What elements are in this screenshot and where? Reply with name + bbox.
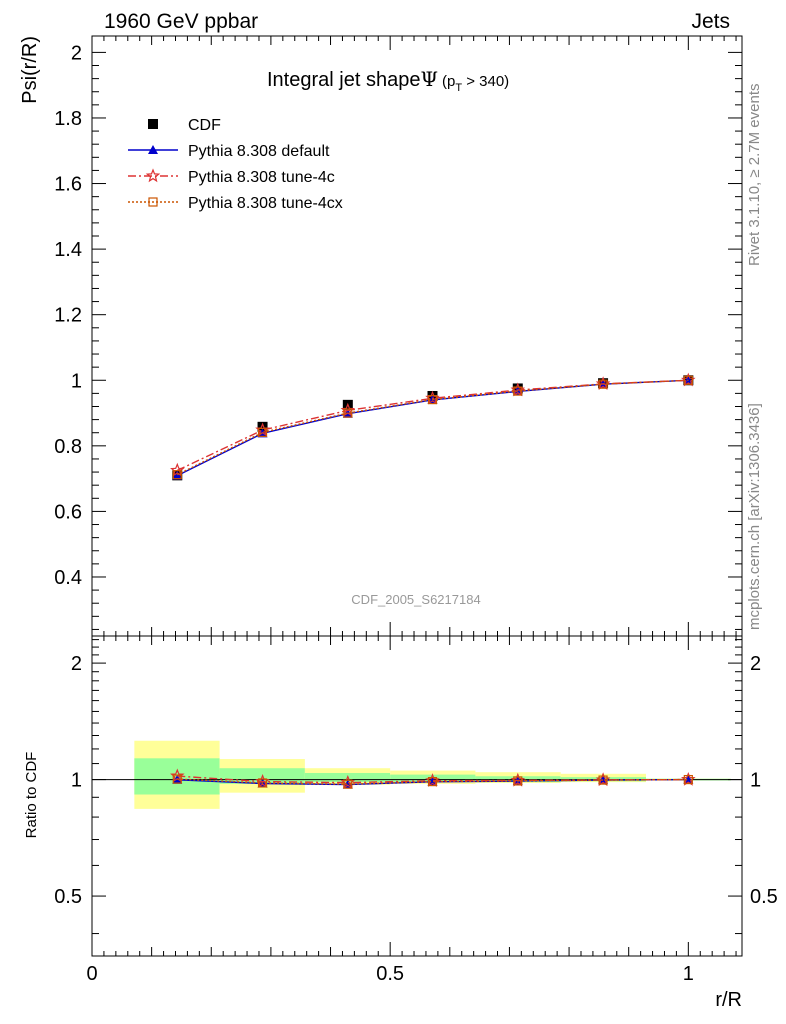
ratio-point [598,775,608,785]
x-axis-label: r/R [715,989,742,1011]
y-tick-label: 1.2 [54,305,82,327]
ratio-y-tick-label-left: 0.5 [54,886,82,908]
y-tick-label: 1.6 [54,174,82,196]
y-tick-label: 1 [71,370,82,392]
ratio-y-tick-label-left: 2 [71,653,82,675]
series-0 [172,375,694,481]
ratio-point [172,774,182,784]
ratio-series-2 [172,774,693,789]
tick-labels: 0 0.5 1 0.4 0.6 0.8 1 1.2 1.4 1.6 1.8 2 0.5 0.5 1 1 2 2 [54,42,778,985]
header-left: 1960 GeV ppbar [104,10,259,33]
series-1 [172,375,694,480]
data-point [427,395,438,405]
legend-label: Pythia 8.308 default [188,143,330,160]
axes [91,35,743,957]
ratio-point [683,774,693,785]
legend-marker [148,119,158,129]
y-tick-label: 0.4 [54,567,82,589]
legend: CDF Pythia 8.308 default Pythia 8.308 tune… [128,117,343,212]
data-point [513,386,523,396]
data-point [683,375,693,385]
legend-marker [148,145,158,154]
data-point [257,427,268,437]
data-point [172,470,183,480]
series-line [176,379,689,472]
chart-title: Integral jet shapeΨ (pT > 340) [267,67,509,94]
legend-label: Pythia 8.308 tune-4cx [188,195,343,212]
series-line [176,379,689,476]
analysis-id: CDF_2005_S6217184 [351,592,480,607]
legend-label: Pythia 8.308 tune-4c [188,169,335,186]
ratio-frame [91,635,743,957]
legend-entry-2: Pythia 8.308 tune-4c [128,168,335,186]
ratio-point [513,776,523,786]
legend-entry-0: CDF [148,117,221,134]
ratio-point [427,777,438,787]
ratio-point [343,779,353,789]
y-axis-label: Psi(r/R) [19,36,41,104]
series-2 [170,372,696,477]
x-tick-label: 1 [683,963,694,985]
legend-entry-1: Pythia 8.308 default [128,143,330,160]
ratio-axis-label: Ratio to CDF [23,752,40,839]
legend-marker [145,168,161,183]
ratio-point [257,778,268,788]
data-point [257,421,268,432]
ratio-y-tick-label-right: 1 [750,770,761,792]
legend-label: CDF [188,117,221,134]
ratio-line [177,775,689,784]
header-right: Jets [691,10,730,33]
x-tick-label: 0 [86,963,97,985]
x-tick-label: 0.5 [376,963,404,985]
ratio-y-tick-label-right: 2 [750,653,761,675]
y-tick-label: 1.8 [54,108,82,130]
legend-marker [148,197,158,207]
legend-entry-3: Pythia 8.308 tune-4cx [128,195,343,212]
ratio-line [177,778,689,785]
ratio-y-tick-label-left: 1 [71,770,82,792]
data-point [598,379,608,389]
y-tick-label: 0.8 [54,436,82,458]
ratio-y-tick-label-right: 0.5 [750,886,778,908]
data-point [343,408,353,418]
y-tick-label: 1.4 [54,239,82,261]
y-tick-label: 2 [71,42,82,64]
series-layer [170,372,696,789]
y-tick-label: 0.6 [54,501,82,523]
series-3 [172,375,693,480]
data-point [172,470,182,480]
data-point [170,462,185,477]
